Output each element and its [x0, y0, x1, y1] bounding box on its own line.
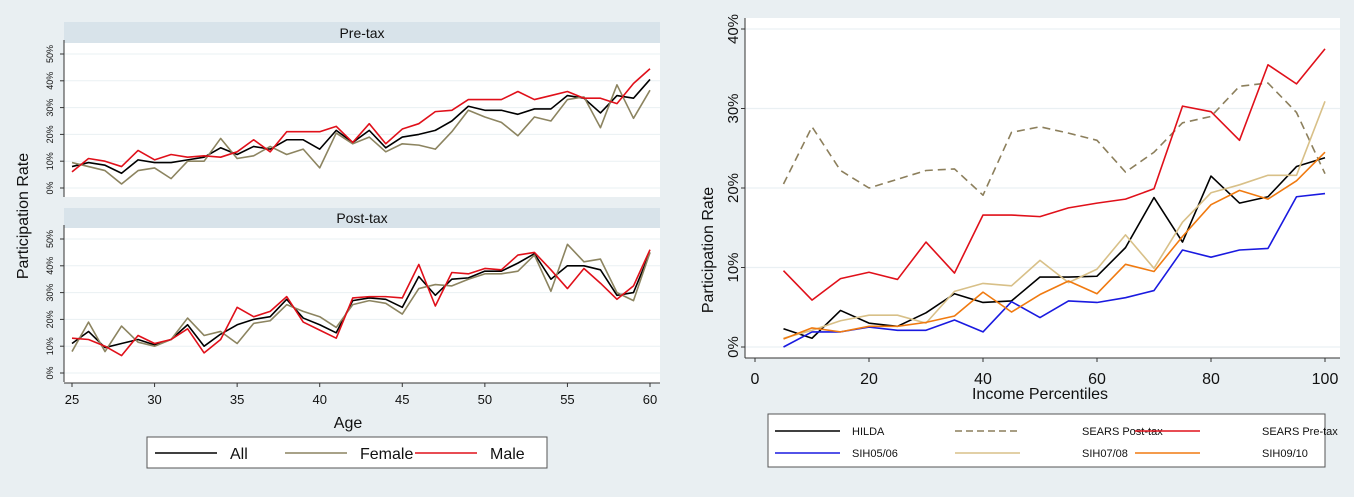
y-tick-label: 40% — [45, 72, 55, 90]
posttax-panel-header — [64, 208, 660, 228]
y-tick-label: 10% — [45, 337, 55, 355]
pre-tax-female-line — [71, 84, 651, 185]
left-x-axis-label: Age — [334, 415, 363, 432]
y-tick-label: 0% — [45, 366, 55, 379]
x-tick-label: 80 — [1202, 371, 1220, 388]
y-tick-label: 50% — [45, 230, 55, 248]
legend-label-sih09-10: SIH09/10 — [1262, 448, 1308, 460]
y-tick-label: 30% — [45, 284, 55, 302]
y-tick-label: 20% — [45, 125, 55, 143]
y-tick-label: 40% — [45, 257, 55, 275]
legend-label-sih07-08: SIH07/08 — [1082, 448, 1128, 460]
y-tick-label: 50% — [45, 45, 55, 63]
x-tick-label: 60 — [643, 392, 657, 407]
sih07-08-line — [783, 101, 1326, 340]
legend-label-female: Female — [360, 446, 413, 463]
hilda-line — [783, 157, 1326, 340]
y-tick-label: 30% — [45, 99, 55, 117]
y-tick-label: 20% — [45, 310, 55, 328]
sears-post-tax-line — [782, 82, 1326, 196]
pretax-plot-area — [64, 43, 660, 197]
income-chart: Participation Rate Income Percentiles HI… — [700, 14, 1340, 468]
posttax-plot-area — [64, 228, 660, 383]
legend-label-all: All — [230, 446, 248, 463]
x-tick-label: 35 — [230, 392, 244, 407]
pre-tax-male-line — [71, 68, 651, 173]
pretax-panel-title: Pre-tax — [339, 25, 384, 41]
x-tick-label: 25 — [65, 392, 79, 407]
left-legend: All Female Male — [146, 436, 548, 469]
left-y-axis-label: Participation Rate — [15, 153, 32, 279]
sih09-10-line — [783, 151, 1326, 340]
post-tax-male-line — [71, 249, 651, 357]
x-tick-label: 40 — [312, 392, 326, 407]
pre-tax-all-line — [71, 78, 651, 175]
legend-label-sih05-06: SIH05/06 — [852, 448, 898, 460]
right-legend: HILDA SEARS Post-tax SEARS Pre-tax SIH05/06… — [767, 413, 1338, 468]
x-tick-label: 50 — [478, 392, 492, 407]
right-x-axis-label: Income Percentiles — [972, 386, 1108, 403]
x-tick-label: 0 — [751, 371, 760, 388]
x-tick-label: 60 — [1088, 371, 1106, 388]
right-legend-box — [767, 413, 1326, 468]
x-tick-label: 55 — [560, 392, 574, 407]
x-tick-label: 45 — [395, 392, 409, 407]
legend-label-sears-pre-tax: SEARS Pre-tax — [1262, 426, 1338, 438]
x-tick-label: 30 — [147, 392, 161, 407]
x-tick-label: 20 — [860, 371, 878, 388]
right-y-axis-label: Participation Rate — [700, 187, 717, 313]
y-tick-label: 10% — [725, 252, 742, 282]
y-tick-label: 40% — [725, 14, 742, 44]
x-tick-label: 100 — [1312, 371, 1339, 388]
y-tick-label: 0% — [45, 181, 55, 194]
pretax-panel-header — [64, 22, 660, 43]
legend-label-sears-post-tax: SEARS Post-tax — [1082, 426, 1163, 438]
legend-label-hilda: HILDA — [852, 426, 885, 438]
legend-label-male: Male — [490, 446, 525, 463]
x-tick-label: 40 — [974, 371, 992, 388]
y-tick-label: 20% — [725, 173, 742, 203]
y-tick-label: 10% — [45, 152, 55, 170]
sih05-06-line — [783, 192, 1326, 348]
sears-pre-tax-line — [782, 48, 1326, 301]
age-chart: Pre-tax Post-tax Participation Rate Age … — [15, 22, 660, 469]
y-tick-label: 30% — [725, 93, 742, 123]
y-tick-label: 0% — [725, 336, 742, 358]
posttax-panel-title: Post-tax — [336, 210, 387, 226]
